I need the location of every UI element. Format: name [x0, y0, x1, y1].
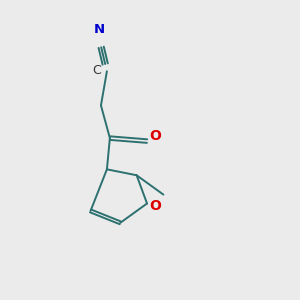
Text: O: O — [149, 129, 161, 143]
Text: O: O — [149, 199, 161, 213]
Text: N: N — [94, 23, 105, 36]
Text: C: C — [92, 64, 101, 77]
